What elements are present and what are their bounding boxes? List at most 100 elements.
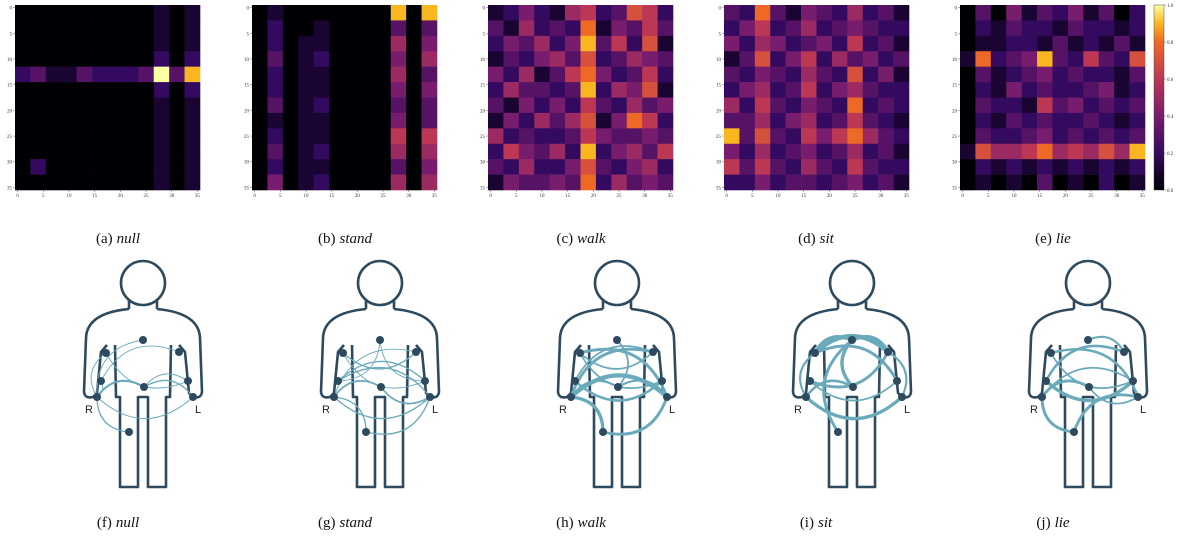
heatmap-cell: [801, 82, 817, 98]
heatmap-cell: [267, 159, 283, 175]
heatmap-cell: [503, 82, 519, 98]
heatmap-cell: [627, 98, 643, 114]
heatmap-cell: [817, 51, 833, 67]
heatmap-cell: [30, 113, 46, 129]
heatmap-cell: [329, 98, 345, 114]
sensor-node: [567, 393, 575, 401]
heatmap-cell: [360, 128, 376, 144]
heatmap-cell: [169, 36, 185, 52]
heatmap-cell: [739, 144, 755, 160]
heatmap-cell: [360, 5, 376, 21]
heatmap-cell: [786, 159, 802, 175]
heatmap-cell: [642, 82, 658, 98]
heatmap-cell: [422, 36, 438, 52]
sensor-node: [102, 349, 110, 357]
heatmap-cell: [138, 36, 154, 52]
heatmap-cell: [739, 5, 755, 21]
heatmap-cell: [581, 159, 597, 175]
y-tick-label: 30: [952, 161, 958, 166]
colorbar-tick-label: 0.8: [1167, 41, 1174, 46]
heatmap-cell: [863, 128, 879, 144]
heatmap-cell: [15, 128, 31, 144]
heatmap-cell: [375, 36, 391, 52]
heatmap-cell: [975, 5, 991, 21]
heatmap-cell: [360, 175, 376, 191]
heatmap-cell: [642, 113, 658, 129]
colorbar-tick-label: 0.4: [1167, 115, 1174, 120]
heatmap-cell: [406, 159, 422, 175]
caption: (i)sit: [800, 515, 833, 531]
heatmap-cell: [422, 144, 438, 160]
heatmap-cell: [329, 51, 345, 67]
heatmap-cell: [108, 98, 124, 114]
y-tick-label: 15: [244, 84, 250, 89]
edge: [97, 397, 193, 419]
heatmap-cell: [1068, 159, 1084, 175]
heatmap-cell: [755, 51, 771, 67]
heatmap-cell: [267, 5, 283, 21]
heatmap-cell: [1083, 36, 1099, 52]
heatmap-cell: [1114, 67, 1130, 83]
heatmap-cell: [422, 51, 438, 67]
x-tick-label: 10: [1011, 194, 1017, 199]
heatmap-cell: [503, 159, 519, 175]
edge: [1042, 397, 1074, 432]
sensor-node: [1042, 377, 1050, 385]
x-tick-label: 35: [195, 194, 201, 199]
heatmap-cell: [1037, 175, 1053, 191]
x-tick-label: 15: [1037, 194, 1043, 199]
x-tick-label: 15: [565, 194, 571, 199]
heatmap-cell: [847, 51, 863, 67]
heatmap-cell: [1068, 98, 1084, 114]
heatmap-cell: [1022, 159, 1038, 175]
y-tick-label: 25: [480, 135, 486, 140]
heatmap-cell: [1037, 82, 1053, 98]
heatmap-cell: [1130, 20, 1146, 36]
heatmap-cell: [755, 67, 771, 83]
heatmap-cell: [611, 98, 627, 114]
heatmap-cell: [15, 175, 31, 191]
heatmap-cell: [960, 175, 976, 191]
x-tick-label: 10: [66, 194, 72, 199]
heatmap-cell: [391, 113, 407, 129]
heatmap-cell: [108, 5, 124, 21]
heatmap-cell: [847, 144, 863, 160]
heatmap-cell: [1037, 20, 1053, 36]
heatmap-cell: [642, 144, 658, 160]
x-tick-label: 0: [253, 194, 256, 199]
heatmap-cell: [46, 5, 62, 21]
heatmap-cell: [488, 175, 504, 191]
y-tick-label: 10: [480, 58, 486, 63]
heatmap-cell: [642, 36, 658, 52]
heatmap-cell: [991, 128, 1007, 144]
heatmap-cell: [1099, 113, 1115, 129]
heatmap-cell: [138, 144, 154, 160]
heatmap-cell: [755, 5, 771, 21]
heatmap-cell: [1053, 36, 1069, 52]
heatmap-cell: [185, 159, 201, 175]
sensor-node: [893, 377, 901, 385]
heatmap-cell: [283, 175, 299, 191]
heatmap-cell: [252, 20, 268, 36]
y-tick-label: 0: [955, 7, 958, 12]
heatmap-cell: [138, 98, 154, 114]
heatmap-cell: [596, 36, 612, 52]
heatmap-cell: [391, 144, 407, 160]
heatmap-cell: [863, 36, 879, 52]
heatmap-cell: [406, 98, 422, 114]
heatmap-cell: [581, 82, 597, 98]
heatmap-cell: [77, 51, 93, 67]
heatmap-cell: [739, 82, 755, 98]
heatmap-cell: [1099, 20, 1115, 36]
heatmap-cell: [92, 67, 108, 83]
heatmap-cell: [611, 51, 627, 67]
heatmap-cell: [169, 20, 185, 36]
heatmap-cell: [488, 144, 504, 160]
heatmap-cell: [329, 128, 345, 144]
heatmap-cell: [1083, 159, 1099, 175]
colorbar-tick-label: 0.6: [1167, 78, 1174, 83]
sensor-node: [334, 377, 342, 385]
heatmap-cell: [770, 128, 786, 144]
heatmap-cell: [61, 51, 77, 67]
heatmap-cell: [92, 20, 108, 36]
